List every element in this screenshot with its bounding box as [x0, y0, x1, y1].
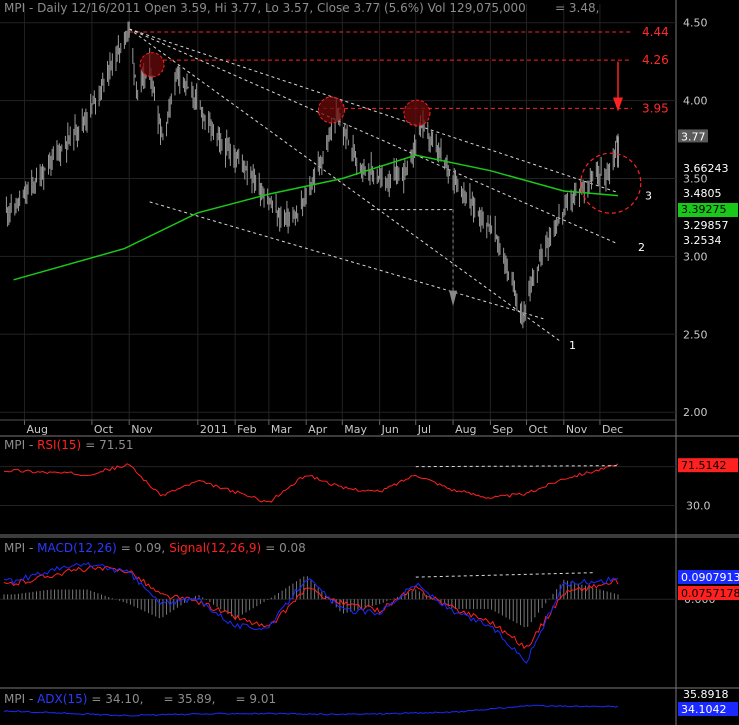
date-tick-label: Feb [237, 423, 256, 436]
price-tick-label: 3.50 [683, 173, 708, 186]
price-box-label: 3.2534 [683, 234, 722, 247]
date-tick-label: Dec [602, 423, 623, 436]
price-box-label: 3.66243 [683, 162, 729, 175]
trendline [128, 28, 562, 343]
highlight-circle [403, 99, 431, 127]
price-axis: 4.50 4.00 3.50 3.00 2.50 2.00 [683, 17, 708, 420]
adx-header: MPI - ADX(15) = 34.10, = 35.89, = 9.01 [4, 692, 276, 706]
rsi-panel: 70.030.071.5142 [0, 458, 738, 512]
trendline [129, 28, 619, 245]
signal-value-label: 0.0757178 [681, 587, 739, 600]
price-boxes: 3.77 3.66243 3.4805 3.39275 3.29857 3.2534 [678, 129, 738, 247]
macd-header: MPI - MACD(12,26) = 0.09, Signal(12,26,9) =… [4, 541, 306, 555]
breakout-circle [580, 152, 642, 214]
trendline-label: 3 [645, 190, 652, 203]
price-tick-label: 2.50 [683, 328, 708, 341]
highlight-circle [317, 96, 345, 124]
highlight-circle [139, 52, 165, 78]
rsi-line [3, 463, 619, 503]
level-label: 4.26 [642, 53, 669, 67]
rsi-value-label: 71.5142 [681, 459, 727, 472]
date-axis: Aug Oct Nov 2011 Feb Mar Apr May Jun Jul Aug Sep Oct… [0, 419, 676, 436]
level-label: 3.95 [642, 101, 669, 115]
price-tick-label: 4.50 [683, 17, 708, 30]
date-tick-label: Oct [529, 423, 549, 436]
date-tick-label: Aug [26, 423, 47, 436]
adx-value-box [678, 702, 738, 716]
date-tick-label: Nov [566, 423, 588, 436]
adx-value-label: 34.1042 [681, 703, 727, 716]
date-tick-label: Oct [94, 423, 114, 436]
date-tick-label: May [344, 423, 367, 436]
highlight-circles [139, 52, 642, 214]
ma-price-box [678, 203, 738, 217]
last-price-box [678, 129, 708, 143]
date-tick-label: Mar [271, 423, 292, 436]
price-bars [5, 21, 619, 329]
date-tick-label: Jul [417, 423, 431, 436]
price-tick-label: 3.00 [683, 250, 708, 263]
adx-top-label: 35.8918 [683, 688, 729, 701]
resistance-levels: 4.44 4.26 3.95 [129, 25, 669, 115]
date-tick-label: Sep [492, 423, 513, 436]
rsi-header: MPI - RSI(15) = 71.51 [4, 438, 133, 452]
macd-value-label: 0.0907913 [681, 571, 739, 584]
price-box-label: 3.29857 [683, 219, 729, 232]
date-tick-label: Nov [131, 423, 153, 436]
date-tick-label: Aug [455, 423, 476, 436]
macd-line [3, 561, 619, 664]
macd-value-box [678, 570, 739, 584]
signal-value-box [678, 586, 739, 600]
main-header: MPI - Daily 12/16/2011 Open 3.59, Hi 3.7… [4, 1, 526, 15]
signal-line [3, 565, 619, 650]
rsi-value-box [678, 458, 738, 473]
trendlines: 1 2 3 [128, 28, 652, 352]
last-price-label: 3.77 [681, 130, 706, 143]
level-label: 4.44 [642, 25, 669, 39]
date-tick-label: Jun [381, 423, 399, 436]
price-tick-label: 4.00 [683, 95, 708, 108]
down-arrow-head [613, 97, 623, 112]
rsi-tick-label: 30.0 [686, 499, 711, 512]
main-ma-value: = 3.48, [555, 1, 599, 15]
adx-panel: 35.8918 34.1042 [3, 688, 738, 717]
trendline-label: 1 [569, 339, 576, 352]
price-tick-label: 2.00 [683, 406, 708, 419]
ma-price-label: 3.39275 [681, 203, 727, 216]
target-arrow-head [449, 290, 458, 307]
trendline-label: 2 [638, 241, 645, 254]
date-tick-label: Apr [308, 423, 328, 436]
adx-line [3, 704, 619, 717]
price-box-label: 3.4805 [683, 187, 722, 200]
rsi-trendline [415, 465, 619, 468]
trendline [149, 201, 544, 320]
date-tick-label: 2011 [200, 423, 228, 436]
trendline [129, 28, 619, 193]
moving-average-line [13, 154, 619, 281]
